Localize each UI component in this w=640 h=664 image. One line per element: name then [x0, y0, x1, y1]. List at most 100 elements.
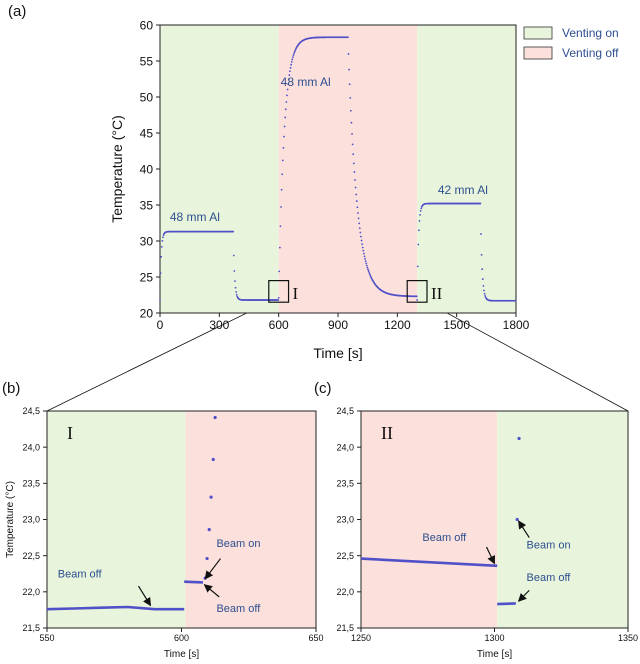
- data-point: [367, 268, 369, 271]
- data-point: [419, 213, 421, 216]
- panel-a: 0 300 600 900 1200 1500 1800 20 25 30 35 40 45 50 55 60…: [8, 3, 619, 361]
- y-tick-label: 24,5: [336, 406, 354, 416]
- data-point: [349, 109, 352, 112]
- data-point: [367, 270, 370, 273]
- data-point: [480, 233, 482, 235]
- data-point: [159, 272, 162, 275]
- y-tick-label: 30: [140, 234, 154, 248]
- inset-roman-label: I: [67, 423, 73, 443]
- annotation-arrow: [203, 584, 220, 598]
- data-point: [235, 293, 238, 296]
- x-axis-label: Time [s]: [477, 649, 512, 660]
- data-point: [348, 83, 351, 86]
- y-tick-label: 24,0: [22, 442, 40, 452]
- data-point: [360, 239, 363, 242]
- data-point: [358, 227, 361, 230]
- x-axis-label: Time [s]: [313, 345, 362, 361]
- data-point: [287, 78, 290, 81]
- data-point: [359, 231, 362, 234]
- annotation-label: 48 mm Al: [281, 75, 331, 89]
- data-point: [365, 262, 368, 265]
- data-run: [360, 557, 498, 568]
- panel-label: (b): [2, 380, 20, 397]
- data-point: [417, 243, 420, 246]
- data-point: [160, 246, 163, 248]
- data-point: [234, 280, 236, 283]
- data-point: [364, 260, 367, 263]
- data-point: [285, 101, 288, 103]
- data-point: [355, 200, 358, 202]
- data-point: [354, 186, 357, 189]
- data-point: [291, 58, 294, 61]
- data-point: [283, 125, 286, 128]
- region-venting-on: [417, 25, 516, 313]
- data-point: [351, 132, 353, 135]
- data-point: [368, 272, 371, 274]
- legend-swatch-on: [523, 26, 553, 40]
- data-point: [365, 264, 368, 267]
- data-point: [233, 270, 236, 272]
- data-point: [515, 517, 519, 522]
- data-point: [358, 222, 361, 225]
- data-point: [290, 63, 293, 66]
- legend-swatch-off: [523, 46, 553, 60]
- region-venting-on: [497, 411, 628, 628]
- data-point: [211, 457, 215, 462]
- data-point: [289, 70, 291, 73]
- data-point: [361, 243, 364, 246]
- y-tick-label: 23,5: [336, 479, 354, 489]
- x-tick-label: 1500: [443, 318, 470, 332]
- panel-label: (c): [314, 380, 332, 397]
- data-point: [279, 225, 282, 228]
- y-tick-label: 40: [140, 162, 154, 176]
- series-points: [159, 36, 517, 302]
- legend: Venting on Venting off: [523, 26, 619, 60]
- panel-b: 550 600 650 21,5 22,0 22,5 23,0 23,5 24,0 24,5 Tim…: [2, 380, 324, 660]
- data-run: [184, 580, 204, 584]
- data-point: [282, 146, 285, 149]
- data-point: [415, 295, 418, 298]
- y-tick-label: 23,0: [22, 515, 40, 525]
- annotation-arrow: [517, 589, 530, 602]
- data-point: [360, 235, 362, 238]
- inset-connector-lines: [46, 301, 629, 412]
- inset-box-label: II: [431, 284, 443, 303]
- annotation-label: 42 mm Al: [438, 183, 488, 197]
- region-venting-on: [47, 411, 186, 628]
- y-tick-label: 35: [140, 198, 154, 212]
- data-point: [417, 229, 420, 232]
- data-point: [232, 254, 235, 257]
- data-point: [235, 291, 238, 293]
- y-tick-label: 22,0: [336, 587, 354, 597]
- annotation-label: Beam on: [216, 538, 260, 550]
- annotation-label: Beam on: [527, 539, 571, 551]
- y-tick-label: 22,0: [22, 587, 40, 597]
- data-point: [287, 83, 290, 86]
- y-tick-label: 24,5: [22, 406, 40, 416]
- data-point: [292, 56, 294, 59]
- data-point: [356, 206, 359, 209]
- data-point: [234, 286, 237, 289]
- data-point: [483, 292, 486, 295]
- data-point: [289, 66, 292, 69]
- data-point: [357, 212, 359, 214]
- data-point: [162, 236, 164, 239]
- data-point: [161, 239, 164, 242]
- y-tick-label: 45: [140, 126, 154, 140]
- y-tick-label: 60: [140, 18, 154, 32]
- data-point: [361, 246, 364, 249]
- data-point: [348, 68, 350, 71]
- data-point: [213, 415, 217, 420]
- data-point: [366, 266, 369, 269]
- data-point: [479, 202, 482, 205]
- data-point: [416, 299, 419, 301]
- x-tick-label: 0: [157, 318, 164, 332]
- data-point: [278, 246, 281, 249]
- y-tick-label: 22,5: [22, 551, 40, 561]
- data-point: [352, 153, 355, 156]
- inset-box-1: [268, 280, 290, 303]
- annotation-arrow: [518, 520, 530, 538]
- x-tick-label: 1250: [351, 633, 371, 643]
- y-tick-label: 20: [140, 306, 154, 320]
